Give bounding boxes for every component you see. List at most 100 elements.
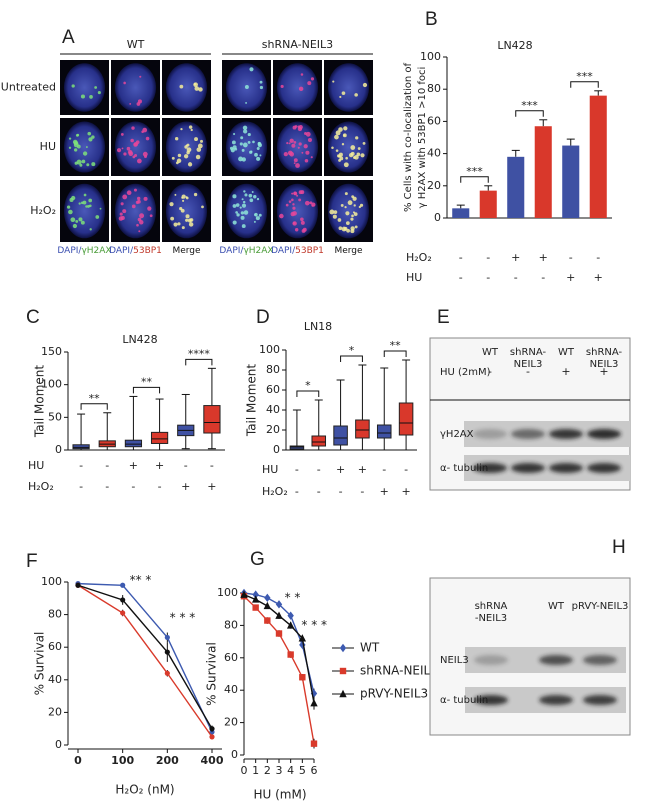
focus: [259, 80, 263, 84]
focus: [232, 204, 237, 208]
focus: [231, 140, 236, 145]
focus: [298, 142, 302, 146]
blot-band: [511, 463, 545, 473]
focus: [177, 153, 182, 158]
focus: [85, 146, 88, 148]
focus: [169, 202, 174, 207]
focus: [82, 151, 88, 156]
marker: [120, 597, 126, 603]
focus: [241, 148, 245, 152]
x-tick-label: 1: [252, 764, 259, 777]
x-tick-label: 0: [241, 764, 248, 777]
focus: [256, 156, 261, 161]
focus: [197, 143, 203, 149]
column-label: DAPI/53BP1: [271, 246, 324, 256]
nucleus: [165, 183, 208, 239]
focus: [241, 203, 247, 208]
condition-sign: -: [459, 271, 463, 284]
focus: [120, 133, 124, 136]
focus: [297, 125, 301, 129]
focus: [298, 86, 304, 92]
y-tick-label: 80: [427, 82, 441, 95]
series-line: [77, 584, 213, 738]
focus: [68, 137, 72, 140]
y-tick-label: 100: [420, 50, 441, 63]
focus: [242, 125, 248, 131]
focus: [252, 140, 255, 144]
focus: [232, 145, 237, 150]
focus: [285, 203, 289, 207]
y-tick-label: 100: [259, 343, 280, 356]
focus: [294, 228, 299, 232]
condition-label: HU: [28, 459, 44, 472]
y-tick-label: 0: [273, 443, 280, 456]
y-tick-label: 60: [48, 640, 62, 653]
focus: [244, 85, 249, 89]
focus: [344, 192, 348, 196]
focus: [73, 140, 79, 146]
focus: [343, 226, 348, 231]
column-label: DAPI/γH2AX: [57, 246, 111, 256]
nucleus: [327, 63, 370, 112]
focus: [149, 214, 153, 218]
lane-label: WT: [548, 601, 565, 612]
focus: [122, 194, 128, 200]
marker: [264, 617, 271, 624]
condition-label: HU: [406, 271, 422, 284]
focus: [360, 153, 365, 158]
nucleus: [63, 63, 106, 112]
focus: [171, 156, 175, 160]
focus: [242, 129, 248, 134]
focus: [249, 198, 254, 203]
y-tick-label: 150: [41, 345, 62, 358]
y-tick-label: 0: [231, 748, 238, 761]
focus: [347, 200, 353, 206]
significance-label: ***: [521, 99, 538, 112]
blot-band: [511, 429, 545, 439]
focus: [300, 190, 305, 195]
focus: [256, 197, 260, 201]
x-axis-label: HU (mM): [253, 788, 306, 802]
focus: [301, 228, 306, 233]
marker: [310, 698, 318, 707]
significance-bracket: [460, 176, 489, 183]
focus: [87, 131, 92, 136]
column-label: DAPI/γH2AX: [219, 246, 273, 256]
focus: [73, 148, 78, 152]
focus: [254, 152, 258, 157]
focus: [339, 95, 342, 99]
focus: [76, 133, 80, 137]
y-tick-label: 0: [434, 211, 441, 224]
focus: [293, 141, 297, 144]
significance-bracket: [383, 350, 407, 357]
focus: [292, 211, 297, 216]
focus: [184, 145, 188, 149]
lane-label: pRVY-NEIL3: [572, 601, 629, 612]
condition-sign: -: [295, 485, 299, 498]
focus: [351, 214, 354, 218]
focus: [291, 192, 294, 195]
focus: [196, 147, 202, 152]
x-tick-label: 3: [276, 764, 283, 777]
focus: [253, 220, 256, 223]
condition-sign: -: [339, 485, 343, 498]
focus: [242, 200, 246, 204]
marker: [75, 582, 81, 588]
condition-sign: -: [105, 459, 109, 472]
focus: [258, 213, 262, 217]
annotation: * * *: [301, 618, 327, 632]
condition-sign: +: [594, 271, 603, 284]
y-tick-label: 60: [427, 114, 441, 127]
marker: [252, 590, 259, 599]
y-tick-label: 60: [224, 651, 238, 664]
focus: [248, 193, 253, 198]
focus: [131, 204, 136, 209]
nucleus: [114, 121, 157, 173]
focus: [147, 206, 152, 211]
focus: [307, 137, 312, 143]
significance-label: **: [390, 339, 402, 352]
focus: [338, 127, 343, 132]
focus: [354, 93, 358, 97]
annotation: ** *: [130, 573, 152, 587]
marker: [263, 601, 272, 610]
